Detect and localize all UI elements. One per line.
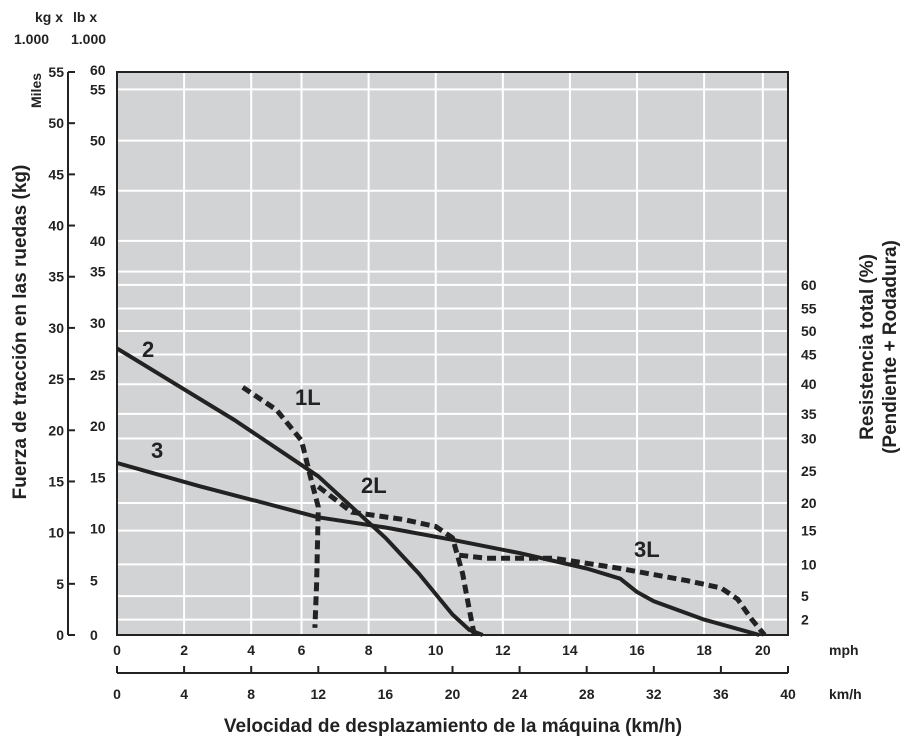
- resistance-tick-label: 60: [801, 277, 817, 293]
- lb-tick-label: 25: [90, 367, 106, 383]
- series-group: 2 3 1L 2L 3L: [115, 337, 767, 637]
- kg-tick-label: 55: [48, 64, 64, 80]
- resistance-tick-label: 45: [801, 347, 817, 363]
- kmh-unit-label: km/h: [829, 686, 862, 702]
- plot-frame: [116, 71, 789, 636]
- kg-tick-label: 10: [48, 525, 64, 541]
- kg-tick-label: 25: [48, 371, 64, 387]
- lb-tick-label: 50: [90, 133, 106, 149]
- resistance-tick-label: 35: [801, 406, 817, 422]
- kg-tick-label: 0: [56, 627, 64, 643]
- mph-tick-label: 12: [495, 642, 511, 658]
- kmh-tick-label: 24: [512, 686, 528, 702]
- bottom-axes: 0 2 4 6 8 10 12 14 16 18 200 4 8 12 16 20 24 28 32 36 40: [113, 642, 796, 702]
- lb-tick-label: 55: [90, 81, 106, 97]
- lb-tick-label: 35: [90, 264, 106, 280]
- right-axis-title-line-1: Resistencia total (%): [857, 254, 878, 440]
- series-2L-line: [316, 484, 477, 636]
- kmh-tick-label: 12: [311, 686, 327, 702]
- x-axis-title: Velocidad de desplazamiento de la máquin…: [224, 716, 682, 737]
- plot-area-background: [117, 72, 788, 635]
- resistance-tick-label: 20: [801, 495, 817, 511]
- kg-tick-label: 50: [48, 115, 64, 131]
- mph-tick-label: 4: [247, 642, 255, 658]
- kg-tick-label: 15: [48, 473, 64, 489]
- mph-tick-label: 0: [113, 642, 121, 658]
- resistance-tick-label: 30: [801, 430, 817, 446]
- lb-tick-label: 30: [90, 315, 106, 331]
- resistance-tick-label: 15: [801, 523, 817, 539]
- kmh-tick-label: 4: [180, 686, 188, 702]
- lb-unit-label-1: lb x: [73, 9, 97, 25]
- mph-tick-label: 8: [365, 642, 373, 658]
- kg-tick-label: 30: [48, 320, 64, 336]
- mph-tick-label: 14: [562, 642, 578, 658]
- series-3-label: 3: [151, 438, 163, 463]
- kmh-tick-label: 32: [646, 686, 662, 702]
- kg-unit-label-1: kg x: [35, 9, 63, 25]
- series-2L-label: 2L: [361, 473, 387, 498]
- kmh-tick-label: 28: [579, 686, 595, 702]
- mph-tick-label: 16: [629, 642, 645, 658]
- kg-tick-label: 5: [56, 576, 64, 592]
- series-2-label: 2: [142, 337, 154, 362]
- lb-unit-label-2: 1.000: [71, 31, 106, 47]
- left-axes: 0 5 10 15 20 25 30 35 40 45 50 55 0 5 10 15 20 25 30 35 40 45…: [48, 62, 105, 643]
- kmh-tick-label: 36: [713, 686, 729, 702]
- lb-tick-label: 15: [90, 469, 106, 485]
- mph-unit-label: mph: [829, 642, 859, 658]
- mph-tick-label: 18: [696, 642, 712, 658]
- kmh-tick-label: 40: [780, 686, 796, 702]
- resistance-tick-label: 10: [801, 556, 817, 572]
- series-1L-line: [241, 385, 321, 628]
- mph-tick-label: 20: [755, 642, 771, 658]
- series-2-line: [115, 346, 484, 637]
- gridlines: [117, 72, 788, 635]
- lb-tick-label: 0: [90, 627, 98, 643]
- lb-tick-label: 60: [90, 62, 106, 78]
- lb-tick-label: 20: [90, 418, 106, 434]
- lb-tick-label: 40: [90, 233, 106, 249]
- resistance-tick-label: 2: [801, 612, 809, 628]
- resistance-tick-label: 50: [801, 323, 817, 339]
- mph-tick-label: 10: [428, 642, 444, 658]
- kmh-tick-label: 8: [247, 686, 255, 702]
- right-axis-title-line-2: (Pendiente + Rodadura): [880, 240, 901, 454]
- kmh-tick-label: 16: [378, 686, 394, 702]
- y-axis-title: Fuerza de tracción en las ruedas (kg): [10, 165, 31, 500]
- resistance-tick-label: 5: [801, 588, 809, 604]
- miles-label: Miles: [28, 73, 44, 108]
- kg-tick-label: 20: [48, 422, 64, 438]
- kmh-tick-label: 0: [113, 686, 121, 702]
- kmh-tick-label: 20: [445, 686, 461, 702]
- series-3-line: [116, 461, 761, 637]
- mph-tick-label: 2: [180, 642, 188, 658]
- resistance-tick-label: 55: [801, 300, 817, 316]
- kg-unit-label-2: 1.000: [14, 31, 49, 47]
- mph-tick-label: 6: [298, 642, 306, 658]
- series-3L-label: 3L: [634, 537, 660, 562]
- lb-tick-label: 5: [90, 573, 98, 589]
- lb-tick-label: 10: [90, 521, 106, 537]
- series-1L-label: 1L: [295, 385, 321, 410]
- kg-tick-label: 45: [48, 166, 64, 182]
- kg-tick-label: 35: [48, 269, 64, 285]
- kg-tick-label: 40: [48, 218, 64, 234]
- lb-tick-label: 45: [90, 183, 106, 199]
- resistance-tick-label: 25: [801, 463, 817, 479]
- resistance-tick-label: 40: [801, 376, 817, 392]
- series-3L-line: [458, 552, 767, 637]
